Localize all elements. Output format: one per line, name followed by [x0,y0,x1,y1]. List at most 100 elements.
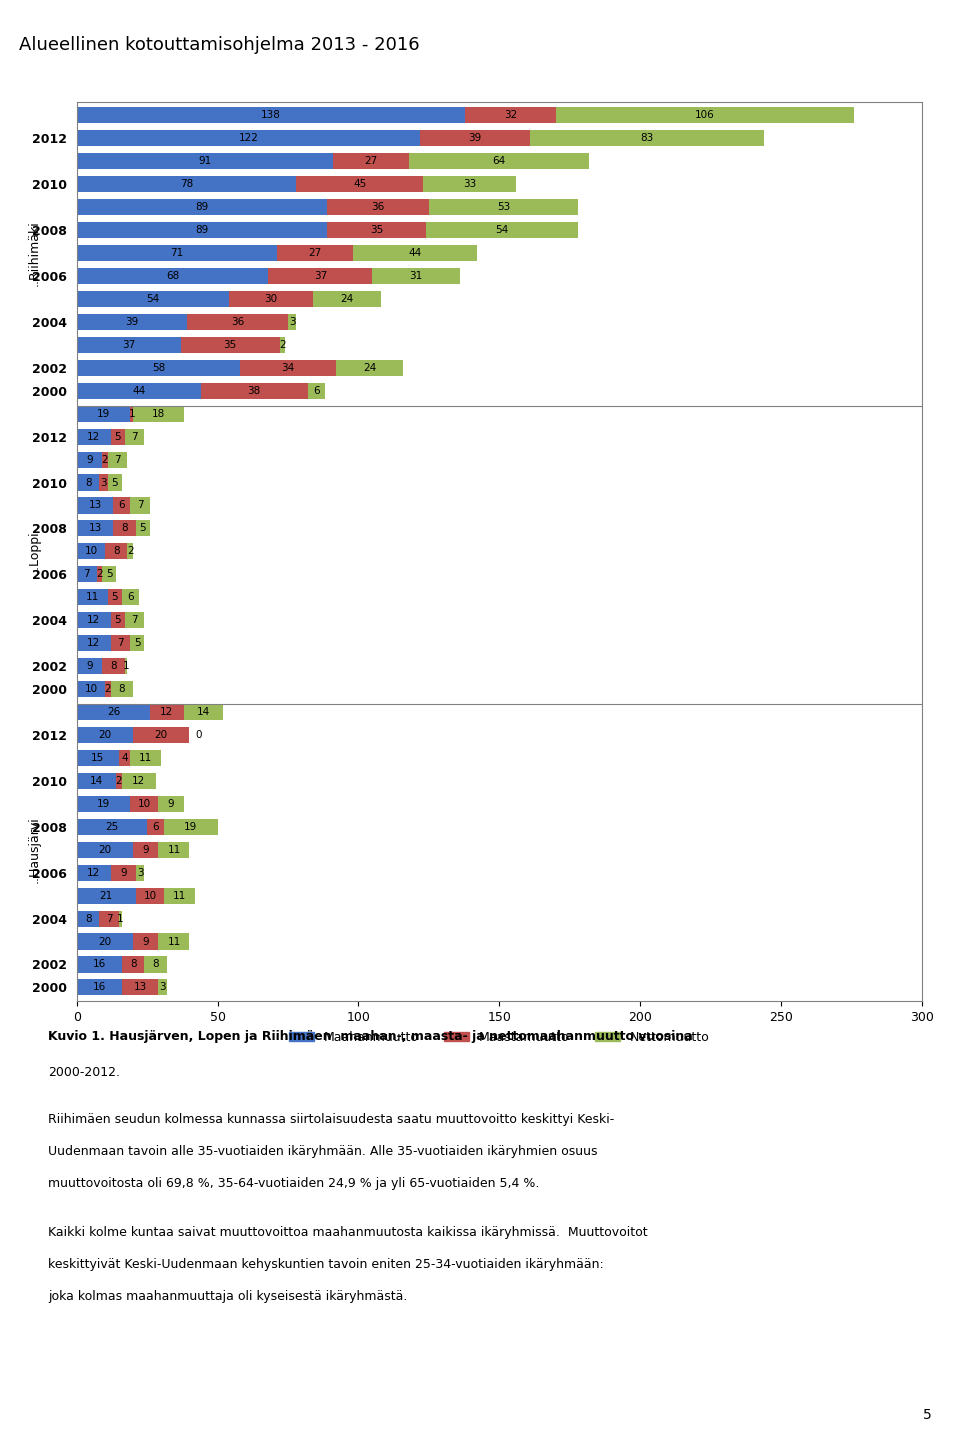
Text: 20: 20 [98,844,111,855]
Text: 5: 5 [114,431,121,441]
Text: 44: 44 [408,248,421,258]
Bar [429,199,578,215]
Bar [327,222,426,238]
Text: 11: 11 [167,936,180,946]
Text: 39: 39 [125,316,138,326]
Text: 33: 33 [463,178,476,189]
Text: 10: 10 [84,547,98,556]
Text: 13: 13 [88,501,102,511]
Text: 10: 10 [84,683,98,694]
Bar [77,313,186,329]
Text: 44: 44 [132,386,145,396]
Text: Alueellinen kotouttamisohjelma 2013 - 2016: Alueellinen kotouttamisohjelma 2013 - 20… [19,36,420,54]
Bar [147,818,164,834]
Text: 54: 54 [146,295,159,303]
Text: 6: 6 [313,386,320,396]
Text: 27: 27 [308,248,322,258]
Text: 2: 2 [116,776,122,786]
Bar [276,245,352,261]
Bar [77,290,228,308]
Bar [131,750,161,766]
Bar [122,979,158,995]
Bar [77,566,97,582]
Text: 24: 24 [341,295,354,303]
Bar [77,474,99,490]
Bar [77,107,466,123]
Bar [102,659,125,675]
Bar [122,956,144,972]
Bar [122,773,156,789]
Bar [150,704,183,720]
Text: keskittyivät Keski-Uudenmaan kehyskuntien tavoin eniten 25-34-vuotiaiden ikäryhm: keskittyivät Keski-Uudenmaan kehyskuntie… [48,1258,604,1271]
Bar [77,979,122,995]
Bar [420,131,530,147]
Bar [108,474,122,490]
Text: 2: 2 [96,569,103,579]
Bar [110,428,125,444]
Text: 7: 7 [132,431,138,441]
Text: 2000-2012.: 2000-2012. [48,1066,120,1080]
Text: 6: 6 [118,501,125,511]
Bar [77,406,131,422]
Text: 2: 2 [105,683,111,694]
Bar [136,865,144,881]
Text: 122: 122 [239,133,258,144]
Text: 2: 2 [102,454,108,464]
Text: ..Riihimäki: ..Riihimäki [28,221,41,286]
Bar [105,543,128,560]
Bar [530,131,764,147]
Text: 2: 2 [279,340,286,350]
Bar [77,750,119,766]
Text: 8: 8 [153,959,159,969]
Text: 39: 39 [468,133,482,144]
Bar [77,383,201,399]
Text: 32: 32 [504,110,517,120]
Text: 8: 8 [130,959,136,969]
Text: 53: 53 [496,202,510,212]
Bar [125,659,128,675]
Bar [102,566,116,582]
Text: 19: 19 [97,800,110,808]
Bar [240,360,336,376]
Text: 1: 1 [129,409,135,419]
Text: 9: 9 [142,844,149,855]
Text: 9: 9 [168,800,175,808]
Bar [108,589,122,605]
Text: 30: 30 [265,295,277,303]
Text: 27: 27 [365,157,377,167]
Text: 12: 12 [87,615,101,625]
Text: 3: 3 [100,477,107,488]
Bar [181,337,279,353]
Bar [136,888,164,904]
Bar [409,154,589,170]
Text: 83: 83 [640,133,654,144]
Text: 15: 15 [91,753,105,763]
Text: 21: 21 [100,891,113,901]
Bar [352,245,477,261]
Bar [125,612,144,628]
Text: 34: 34 [281,363,295,373]
Bar [131,795,158,813]
Legend: Maahanmuutto, Maastamuutto, Nettomuutto: Maahanmuutto, Maastamuutto, Nettomuutto [284,1026,714,1049]
Text: 5: 5 [923,1407,931,1422]
Bar [77,818,147,834]
Bar [113,521,136,537]
Text: 19: 19 [97,409,110,419]
Text: muuttovoitosta oli 69,8 %, 35-64-vuotiaiden 24,9 % ja yli 65-vuotiaiden 5,4 %.: muuttovoitosta oli 69,8 %, 35-64-vuotiai… [48,1177,540,1190]
Text: 25: 25 [106,821,119,831]
Text: 58: 58 [152,363,165,373]
Text: 8: 8 [113,547,120,556]
Bar [77,956,122,972]
Text: 5: 5 [111,592,118,602]
Text: ..Loppi: ..Loppi [28,531,41,572]
Text: 5: 5 [139,524,146,534]
Bar [113,498,131,514]
Bar [77,451,102,467]
Text: 3: 3 [159,982,166,992]
Text: 8: 8 [84,477,91,488]
Text: 6: 6 [153,821,159,831]
Bar [131,498,150,514]
Bar [99,911,119,927]
Bar [158,842,189,858]
Text: 1: 1 [117,914,124,924]
